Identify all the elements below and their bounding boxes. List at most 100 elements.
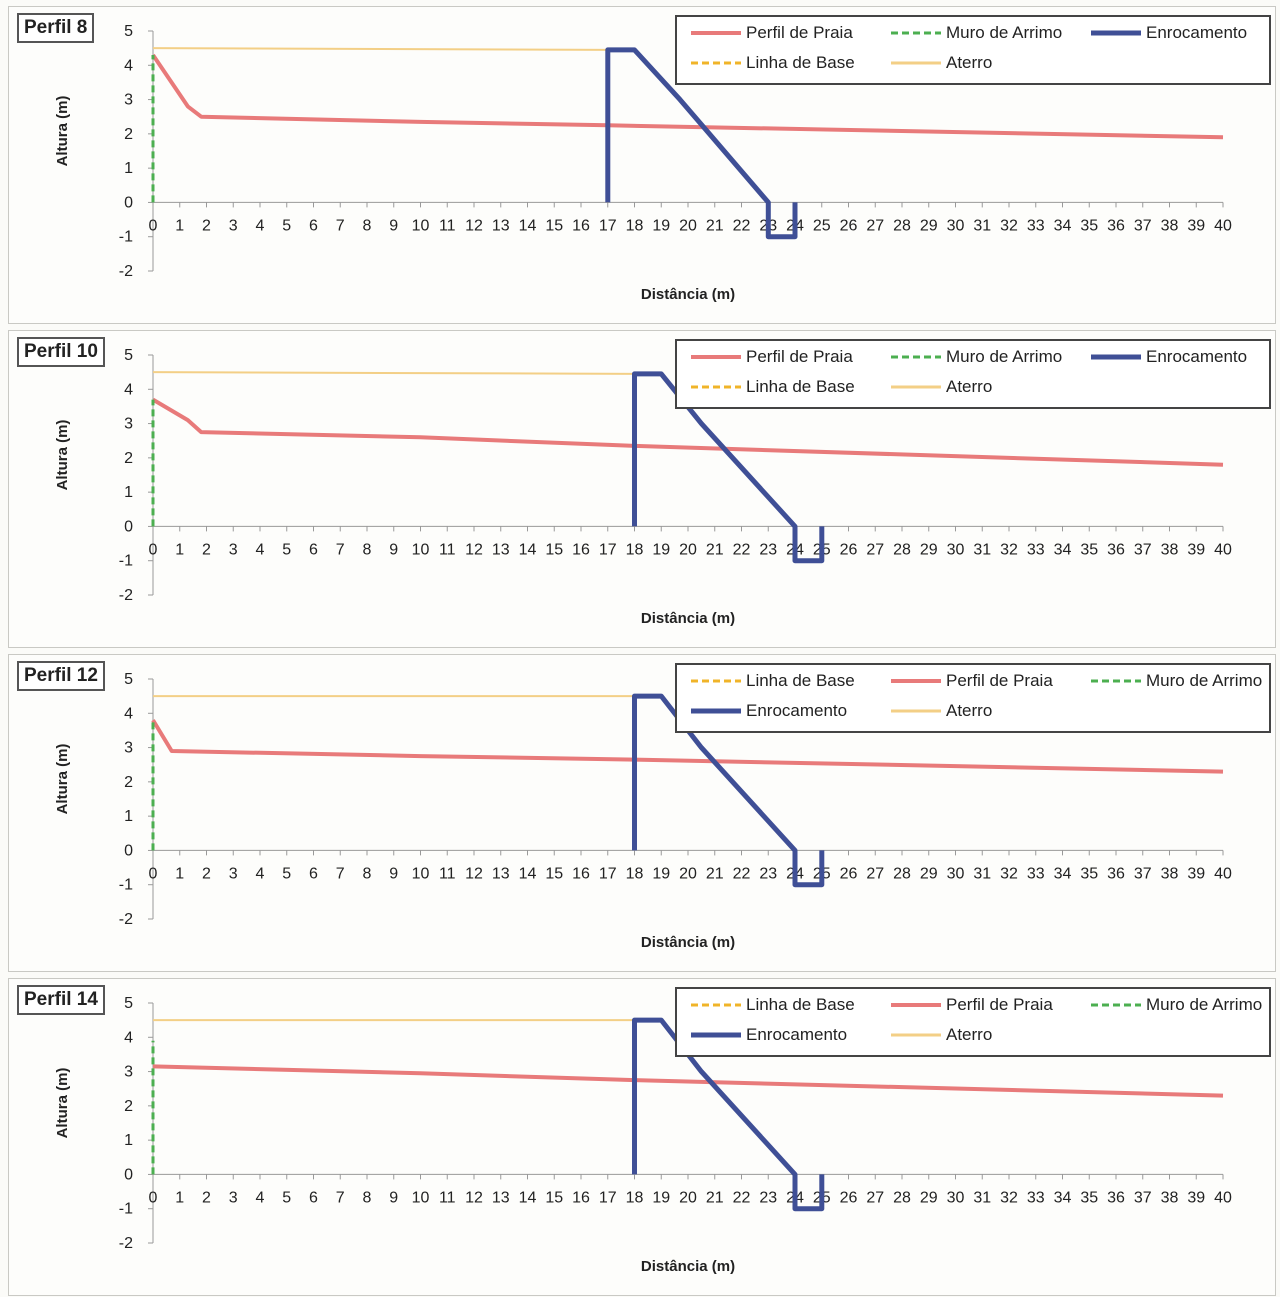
x-tick-label: 14 [519, 865, 537, 882]
x-tick-label: 0 [149, 865, 158, 882]
x-tick-label: 32 [1000, 865, 1018, 882]
y-tick-label: 0 [124, 518, 133, 535]
legend-label: Aterro [946, 377, 993, 396]
x-tick-label: 29 [920, 541, 938, 558]
legend-label: Muro de Arrimo [1146, 671, 1263, 690]
x-tick-label: 13 [492, 1189, 510, 1206]
x-tick-label: 32 [1000, 541, 1018, 558]
x-tick-label: 17 [599, 217, 617, 234]
x-tick-label: 29 [920, 1189, 938, 1206]
x-tick-label: 38 [1161, 1189, 1179, 1206]
y-tick-label: -2 [119, 263, 133, 280]
y-tick-label: 1 [124, 484, 133, 501]
x-tick-label: 0 [149, 541, 158, 558]
series-enrocamento [632, 693, 825, 888]
series-perfil-de-praia [151, 397, 1224, 467]
x-tick-label: 17 [599, 1189, 617, 1206]
legend-item: Muro de Arrimo [1089, 995, 1262, 1015]
x-tick-label: 14 [519, 541, 537, 558]
x-tick-label: 33 [1027, 541, 1045, 558]
legend-label: Linha de Base [746, 377, 855, 396]
x-tick-label: 27 [866, 217, 884, 234]
x-tick-label: 21 [706, 1189, 724, 1206]
legend-swatch [891, 1033, 941, 1037]
y-axis-label: Altura (m) [54, 1068, 71, 1139]
x-tick-label: 1 [175, 541, 184, 558]
x-tick-label: 12 [465, 541, 483, 558]
x-tick-label: 39 [1187, 541, 1205, 558]
x-tick-label: 6 [309, 541, 318, 558]
x-tick-label: 38 [1161, 541, 1179, 558]
y-tick-label: 2 [124, 1098, 133, 1115]
x-tick-label: 26 [840, 541, 858, 558]
x-tick-label: 8 [363, 217, 372, 234]
x-tick-label: 25 [813, 217, 831, 234]
x-tick-label: 19 [652, 865, 670, 882]
x-tick-label: 35 [1080, 541, 1098, 558]
series-enrocamento [632, 371, 825, 564]
x-tick-label: 38 [1161, 865, 1179, 882]
x-tick-label: 13 [492, 865, 510, 882]
x-tick-label: 4 [256, 1189, 265, 1206]
x-tick-label: 27 [866, 1189, 884, 1206]
legend-item: Linha de Base [689, 53, 855, 73]
legend-label: Enrocamento [746, 701, 848, 720]
y-tick-label: 4 [124, 57, 133, 74]
x-tick-label: 31 [973, 865, 991, 882]
series-aterro [152, 371, 635, 375]
legend-label: Perfil de Praia [746, 23, 853, 42]
x-tick-label: 26 [840, 217, 858, 234]
y-tick-label: 3 [124, 740, 133, 757]
y-tick-label: 2 [124, 774, 133, 791]
y-tick-label: 0 [124, 194, 133, 211]
x-tick-label: 19 [652, 1189, 670, 1206]
x-tick-label: 18 [626, 217, 644, 234]
x-axis-label: Distância (m) [641, 1258, 735, 1275]
legend-item: Aterro [889, 1025, 992, 1045]
legend-item: Aterro [889, 701, 992, 721]
x-tick-label: 4 [256, 217, 265, 234]
x-tick-label: 6 [309, 1189, 318, 1206]
legend-swatch [691, 708, 741, 714]
x-tick-label: 37 [1134, 1189, 1152, 1206]
x-tick-label: 26 [840, 865, 858, 882]
x-tick-label: 30 [947, 217, 965, 234]
x-tick-label: 13 [492, 541, 510, 558]
legend-item: Perfil de Praia [689, 23, 853, 43]
x-tick-label: 26 [840, 1189, 858, 1206]
legend-label: Enrocamento [746, 1025, 848, 1044]
legend-item: Perfil de Praia [889, 995, 1053, 1015]
y-axis-label: Altura (m) [54, 96, 71, 167]
x-tick-label: 18 [626, 541, 644, 558]
legend-item: Linha de Base [689, 377, 855, 397]
y-tick-label: 4 [124, 381, 133, 398]
x-tick-label: 36 [1107, 541, 1125, 558]
y-tick-label: 1 [124, 1132, 133, 1149]
x-tick-label: 11 [439, 1189, 456, 1206]
legend-swatch [1091, 679, 1141, 683]
chart-title: Perfil 8 [17, 13, 95, 43]
x-tick-label: 15 [545, 865, 563, 882]
legend-item: Perfil de Praia [889, 671, 1053, 691]
x-tick-label: 14 [519, 217, 537, 234]
y-tick-label: -2 [119, 1235, 133, 1252]
x-tick-label: 40 [1214, 865, 1232, 882]
y-tick-label: 0 [124, 1166, 133, 1183]
x-tick-label: 16 [572, 1189, 590, 1206]
legend-swatch [1091, 30, 1141, 36]
x-tick-label: 6 [309, 865, 318, 882]
x-tick-label: 12 [465, 865, 483, 882]
x-tick-label: 23 [759, 541, 777, 558]
y-tick-label: 1 [124, 160, 133, 177]
legend-item: Enrocamento [689, 701, 847, 721]
x-tick-label: 7 [336, 541, 345, 558]
chart-title: Perfil 14 [17, 985, 105, 1015]
x-tick-label: 35 [1080, 865, 1098, 882]
x-tick-label: 40 [1214, 1189, 1232, 1206]
x-tick-label: 20 [679, 217, 697, 234]
x-tick-label: 30 [947, 541, 965, 558]
chart-title: Perfil 10 [17, 337, 105, 367]
